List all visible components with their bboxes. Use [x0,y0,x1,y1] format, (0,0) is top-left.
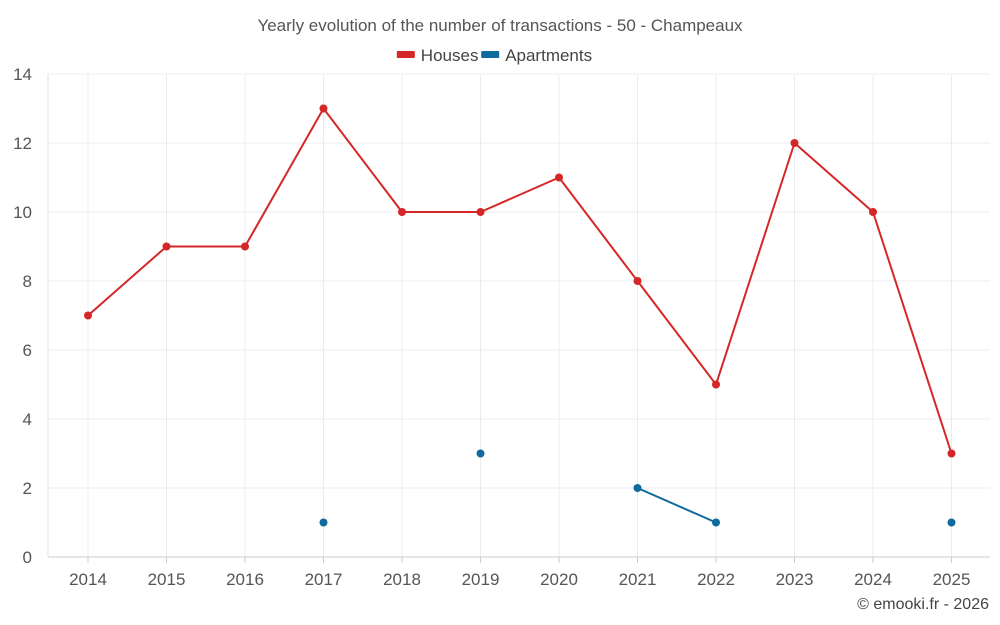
legend-label-apartments: Apartments [505,46,592,65]
y-tick-label: 4 [23,410,32,429]
houses-point [555,173,563,182]
apartments-point [712,518,720,527]
x-tick-label: 2019 [462,570,500,589]
y-tick-label: 12 [13,134,32,153]
legend-swatch-houses [396,51,415,58]
legend: Houses Apartments [396,46,592,65]
houses-point [712,380,720,389]
legend-label-houses: Houses [421,46,479,65]
houses-line [87,107,953,454]
credit-text: © emooki.fr - 2026 [857,596,989,613]
apartments-line [637,487,717,524]
apartments-point [319,518,328,527]
y-tick-label: 0 [23,548,32,567]
houses-point [633,277,642,285]
houses-point [241,242,249,251]
houses-point [790,139,799,147]
x-tick-label: 2015 [148,570,186,589]
x-tick-label: 2016 [226,570,264,589]
x-tick-label: 2025 [933,570,971,589]
y-tick-label: 6 [23,341,32,360]
axes: 0 2 4 6 8 10 12 14 2014 2015 2016 2017 2018 2019 2020 2… [13,65,990,589]
x-tick-label: 2020 [540,570,578,589]
x-tick-label: 2024 [854,570,892,589]
x-tick-label: 2017 [305,570,343,589]
y-tick-label: 2 [23,479,32,498]
series-layer [84,104,956,527]
x-tick-label: 2023 [776,570,814,589]
y-tick-label: 8 [23,272,32,291]
houses-point [398,208,406,216]
apartments-point [633,484,642,492]
houses-point [162,242,171,251]
x-tick-label: 2014 [69,570,107,589]
houses-point [476,208,485,216]
x-tick-label: 2021 [619,570,657,589]
chart-title: Yearly evolution of the number of transa… [257,16,743,35]
x-tick-label: 2018 [383,570,421,589]
houses-point [947,449,956,458]
houses-point [84,311,92,320]
x-tick-label: 2022 [697,570,735,589]
houses-point [869,208,877,216]
apartments-point [476,449,485,458]
houses-point [319,104,328,113]
apartments-point [947,518,956,527]
grid [48,73,990,557]
legend-swatch-apartments [481,51,500,58]
y-tick-label: 14 [13,65,32,84]
y-tick-label: 10 [13,203,32,222]
